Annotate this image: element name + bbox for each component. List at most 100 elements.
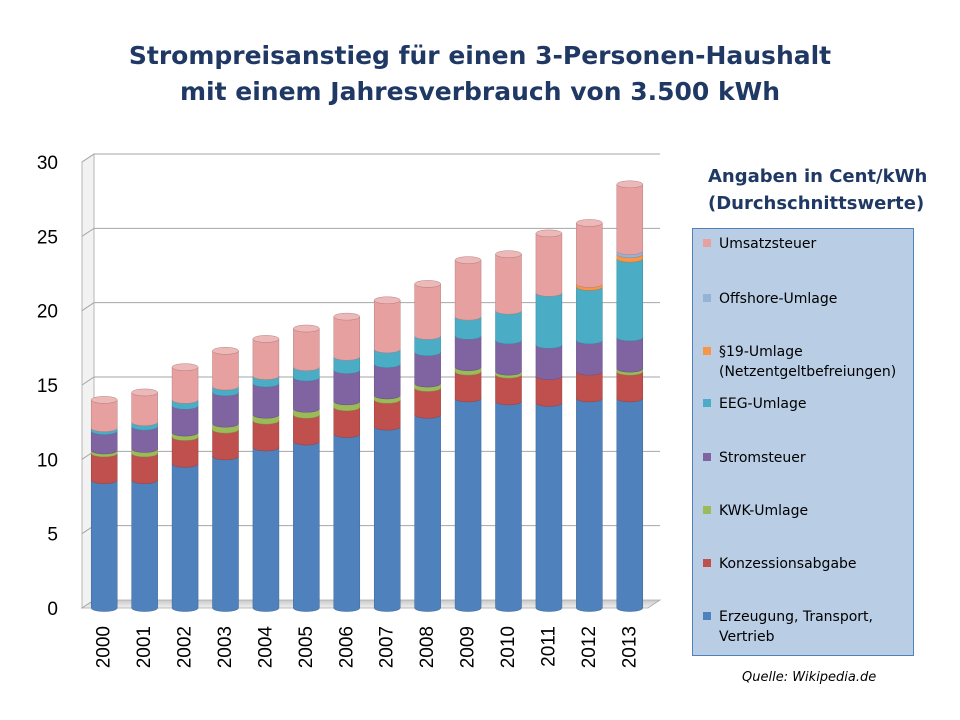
bar-segment	[454, 335, 482, 371]
legend-label-line: Vertrieb	[719, 629, 775, 645]
y-axis-tick-labels: 0 5 10 15 20 25 30	[37, 153, 58, 620]
bar-top-cap	[414, 280, 441, 288]
gridline	[81, 153, 660, 163]
bar-stack-2011	[535, 229, 563, 612]
x-tick-label: 2006	[336, 626, 357, 668]
legend: Umsatzsteuer Offshore-Umlage §19-Umlage (Ne…	[692, 228, 914, 656]
legend-label: EEG-Umlage	[719, 394, 915, 414]
bar-stack-2008	[414, 280, 441, 612]
chart-title-line-2: mit einem Jahresverbrauch von 3.500 kWh	[180, 77, 780, 106]
legend-label-line: KWK-Umlage	[719, 503, 809, 519]
bar-segment	[333, 433, 361, 612]
bar-segment	[535, 344, 563, 380]
y-tick-label: 5	[47, 525, 58, 546]
bar-segment	[373, 300, 401, 354]
bar-segment	[252, 447, 280, 612]
legend-swatch	[703, 612, 711, 620]
bar-segment	[171, 367, 199, 404]
bar-segment	[252, 338, 280, 380]
chart-title: Strompreisanstieg für einen 3-Personen-H…	[0, 38, 960, 110]
bar-segment	[333, 370, 361, 406]
legend-swatch	[703, 347, 711, 355]
bar-top-cap	[495, 250, 522, 258]
legend-swatch	[703, 399, 711, 407]
bar-top-cap	[131, 388, 158, 397]
bar-segment	[616, 398, 644, 612]
bar-stack-2013	[616, 180, 644, 612]
bar-segment	[212, 392, 239, 428]
x-tick-label: 2005	[296, 626, 317, 668]
x-tick-label: 2001	[134, 626, 155, 668]
bar-segment	[535, 402, 563, 612]
chart-plot-area	[80, 153, 662, 609]
bar-segment	[535, 375, 563, 407]
bar-segment	[212, 350, 239, 391]
x-tick-label: 2002	[175, 626, 196, 668]
x-tick-label: 2013	[619, 626, 640, 668]
legend-label: Erzeugung, Transport, Vertrieb	[719, 607, 915, 647]
bar-stack-2004	[252, 335, 280, 612]
legend-heading-line-2: (Durchschnittswerte)	[708, 193, 925, 214]
bar-segment	[212, 429, 239, 461]
bar-stack-2003	[212, 347, 239, 612]
bar-segment	[616, 337, 644, 373]
bar-segment	[171, 405, 199, 437]
bar-top-cap	[576, 219, 603, 227]
bar-segment	[373, 399, 401, 431]
chart-floor	[80, 599, 662, 609]
bar-segment	[495, 310, 522, 345]
bar-segment	[212, 456, 239, 612]
legend-heading: Angaben in Cent/kWh (Durchschnittswerte)	[708, 163, 927, 217]
bar-stack-2010	[495, 250, 522, 612]
legend-label-line: Erzeugung, Transport,	[719, 609, 873, 625]
bar-segment	[90, 453, 118, 484]
bar-segment	[333, 316, 361, 361]
bar-segment	[616, 371, 644, 403]
y-tick-label: 30	[37, 153, 58, 174]
bar-segment	[616, 184, 644, 255]
x-axis-tick-labels: 2000 2001 2002 2003 2004 2005 2006 2007 2008 2009…	[94, 626, 641, 669]
bar-segment	[535, 292, 563, 349]
bar-segment	[90, 399, 118, 432]
x-tick-label: 2012	[579, 626, 600, 668]
legend-label-line: Konzessionsabgabe	[719, 556, 857, 572]
legend-swatch	[703, 294, 711, 302]
legend-label: KWK-Umlage	[719, 501, 915, 521]
bar-segment	[90, 480, 118, 612]
bar-segment	[576, 286, 603, 345]
bar-segment	[293, 441, 320, 612]
bar-segment	[576, 222, 603, 288]
legend-label-line: §19-Umlage	[719, 344, 803, 360]
x-tick-label: 2011	[538, 626, 559, 667]
bar-top-cap	[212, 347, 239, 355]
bar-stack-2007	[373, 296, 401, 612]
bar-segment	[576, 340, 603, 376]
bar-stack-2006	[333, 312, 361, 612]
gridline	[81, 227, 660, 237]
bar-segment	[616, 258, 644, 342]
bar-top-cap	[535, 229, 563, 238]
bar-segment	[495, 374, 522, 406]
bar-segment	[414, 387, 441, 419]
bar-segment	[495, 401, 522, 612]
bar-segment	[252, 383, 280, 419]
bar-segment	[293, 414, 320, 446]
bar-segment	[131, 426, 158, 453]
bar-segment	[293, 377, 320, 413]
x-tick-label: 2009	[458, 626, 479, 668]
legend-swatch	[703, 239, 711, 247]
legend-heading-line-1: Angaben in Cent/kWh	[708, 166, 928, 187]
bar-segment	[414, 283, 441, 340]
x-tick-label: 2003	[215, 626, 236, 668]
bar-stack-2000	[90, 396, 118, 612]
bar-segment	[495, 254, 522, 315]
bar-stack-2012	[576, 219, 603, 612]
bar-stack-2001	[131, 388, 158, 612]
bar-segment	[495, 340, 522, 376]
legend-label-line: Offshore-Umlage	[719, 291, 838, 307]
bar-segment	[252, 420, 280, 452]
bar-segment	[333, 407, 361, 438]
x-tick-label: 2007	[377, 626, 398, 668]
legend-label-line: Umsatzsteuer	[719, 236, 817, 252]
legend-label: §19-Umlage (Netzentgeltbefreiungen)	[719, 342, 915, 382]
